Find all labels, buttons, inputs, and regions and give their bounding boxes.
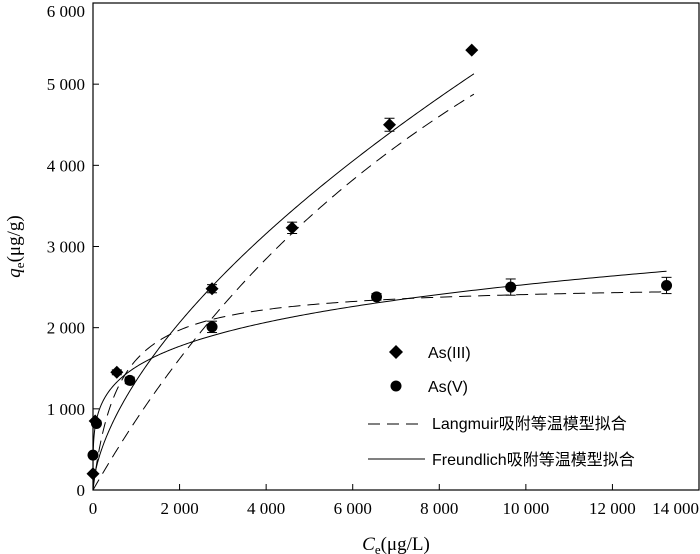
y-tick-label: 1 000 <box>47 400 85 419</box>
data-point-as5 <box>90 417 102 429</box>
data-point-as3 <box>383 118 397 132</box>
data-point-as5 <box>505 281 517 293</box>
x-axis: 0 2 000 4 000 6 000 8 000 10 000 12 000 14 000 <box>89 484 700 518</box>
legend-marker-as3 <box>389 345 403 359</box>
data-point-as5 <box>661 279 673 291</box>
x-tick-label: 2 000 <box>160 499 198 518</box>
x-tick-label: 14 000 <box>652 499 699 518</box>
x-tick-label: 6 000 <box>334 499 372 518</box>
y-tick-label: 5 000 <box>47 75 85 94</box>
y-tick-label: 2 000 <box>47 319 85 338</box>
fit-curves <box>92 73 667 491</box>
y-axis: 0 1 000 2 000 3 000 4 000 5 000 6 000 <box>47 2 99 500</box>
legend-label-as3: As(III) <box>428 345 471 362</box>
data-point-as3 <box>205 282 219 296</box>
y-tick-label: 3 000 <box>47 238 85 257</box>
legend-marker-as5 <box>390 380 402 392</box>
x-tick-label: 12 000 <box>589 499 636 518</box>
y-axis-title-main: q <box>4 268 25 278</box>
x-tick-label: 0 <box>89 499 98 518</box>
x-tick-label: 10 000 <box>502 499 549 518</box>
y-axis-title-unit: (μg/g) <box>4 215 25 262</box>
fit-curve-freundlich <box>92 270 667 491</box>
data-point-as3 <box>285 221 299 235</box>
fit-curve-freundlich <box>92 73 475 490</box>
legend-label-freundlich: Freundlich吸附等温模型拟合 <box>432 451 635 469</box>
legend-label-as5: As(V) <box>428 379 468 396</box>
legend: As(III) As(V) Langmuir吸附等温模型拟合 Freundlic… <box>368 345 635 469</box>
x-tick-label: 8 000 <box>420 499 458 518</box>
x-axis-title-unit: (μg/L) <box>381 534 430 554</box>
y-tick-label: 6 000 <box>47 2 85 21</box>
y-axis-title: qe(μg/g) <box>4 215 27 277</box>
data-point-as3 <box>465 43 479 57</box>
data-point-as5 <box>206 321 218 333</box>
x-tick-label: 4 000 <box>247 499 285 518</box>
fit-curve-langmuir <box>92 93 475 491</box>
data-point-as5 <box>371 291 383 303</box>
fit-curve-langmuir <box>92 291 667 491</box>
x-axis-title: Ce(μg/L) <box>362 534 430 554</box>
data-points <box>86 43 673 481</box>
y-tick-label: 0 <box>77 481 86 500</box>
data-point-as5 <box>124 374 136 386</box>
x-axis-title-main: C <box>362 534 375 554</box>
data-point-as3 <box>110 365 124 379</box>
y-axis-title-sub: e <box>12 262 27 268</box>
legend-label-langmuir: Langmuir吸附等温模型拟合 <box>432 415 627 433</box>
x-axis-title-sub: e <box>375 542 381 554</box>
y-tick-label: 4 000 <box>47 156 85 175</box>
